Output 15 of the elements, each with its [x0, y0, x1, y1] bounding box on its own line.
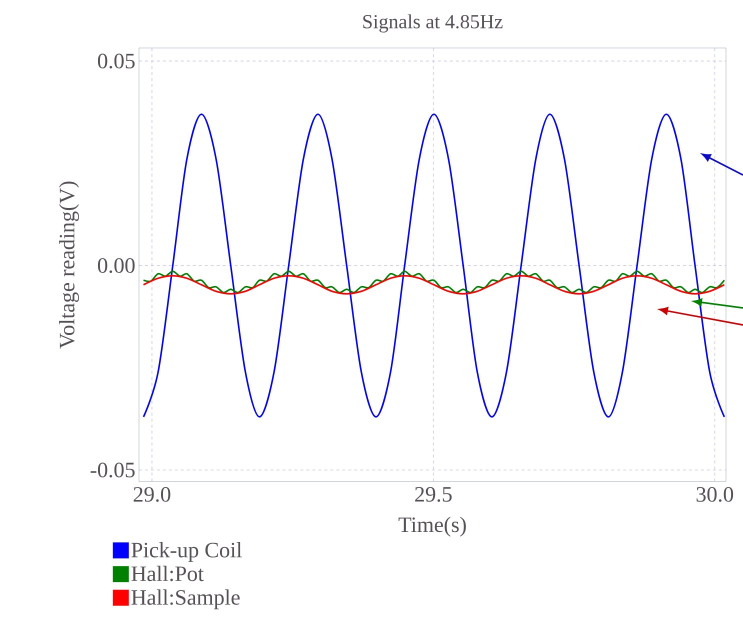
legend-label: Hall:Pot	[131, 566, 204, 582]
chart-title: Signals at 4.85Hz	[363, 14, 503, 32]
line-series	[142, 274, 726, 295]
x-tick-label: 30.0	[696, 487, 734, 502]
y-tick-label: 0.05	[98, 54, 135, 69]
x-tick-label: 29.5	[415, 487, 452, 502]
x-tick-label: 29.0	[134, 487, 170, 502]
y-axis-title: Voltage reading(V)	[59, 182, 79, 349]
x-axis-title: Time(s)	[398, 516, 466, 537]
y-tick-label: 0.00	[98, 258, 135, 273]
y-tick-label: -0.05	[90, 462, 135, 478]
line-series	[142, 270, 726, 294]
line-series	[142, 113, 726, 418]
legend-label: Hall:Sample	[131, 589, 240, 610]
legend-label: Pick-up Coil	[131, 542, 242, 562]
